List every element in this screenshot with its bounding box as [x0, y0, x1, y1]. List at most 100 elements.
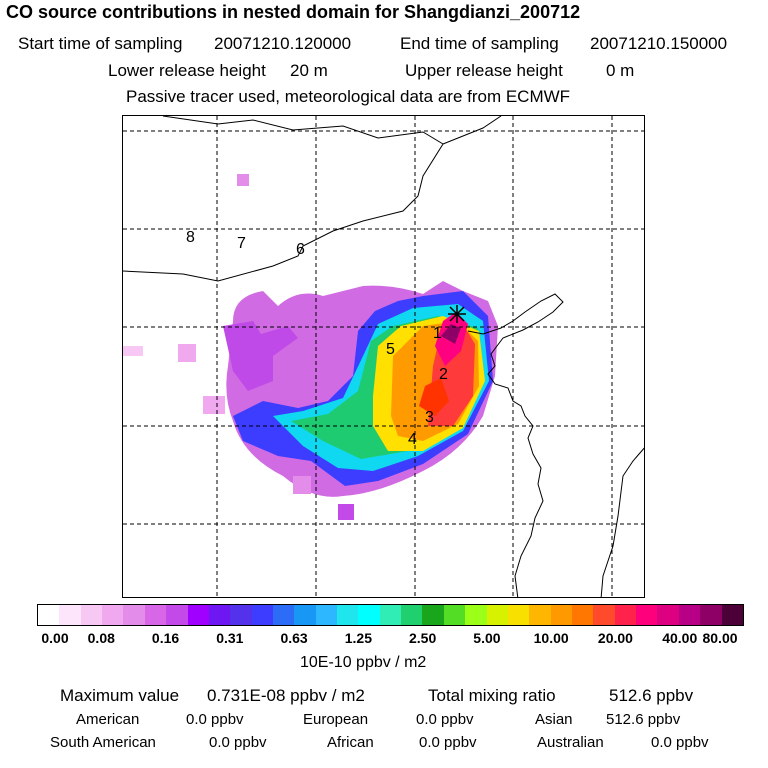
- end-time-label: End time of sampling: [400, 34, 559, 53]
- region-label-4: 4: [408, 431, 417, 448]
- lower-release-value: 20 m: [290, 61, 328, 80]
- total-mixing-label: Total mixing ratio: [428, 686, 556, 705]
- tracer-note: Passive tracer used, meteorological data…: [126, 87, 571, 106]
- african-label: African: [327, 734, 374, 751]
- asian-label: Asian: [535, 711, 573, 728]
- colorbar-swatch: [529, 605, 551, 625]
- colorbar-swatch: [571, 605, 594, 625]
- colorbar-tick-label: 1.25: [344, 630, 372, 646]
- asian-value: 512.6 ppbv: [606, 711, 681, 728]
- upper-release-label: Upper release height: [405, 61, 563, 80]
- colorbar-swatch: [230, 605, 252, 625]
- coastlines: [123, 116, 644, 597]
- colorbar-tick-label: 80.00: [702, 630, 738, 646]
- african-value: 0.0 ppbv: [419, 734, 477, 751]
- border-line: [600, 447, 644, 597]
- colorbar-swatch: [657, 605, 679, 625]
- concentration-field: [123, 174, 498, 520]
- colorbar-swatch: [166, 605, 188, 625]
- colorbar-swatch: [465, 605, 487, 625]
- colorbar-swatch: [315, 605, 338, 625]
- region-label-3: 3: [425, 409, 434, 426]
- colorbar-swatch: [379, 605, 402, 625]
- max-value-label: Maximum value: [60, 686, 180, 705]
- region-label-6: 6: [296, 241, 305, 258]
- colorbar-swatch: [678, 605, 701, 625]
- region-label-5: 5: [386, 341, 395, 358]
- south-american-value: 0.0 ppbv: [209, 734, 267, 751]
- colorbar-tick-label: 0.31: [216, 630, 244, 646]
- australian-value: 0.0 ppbv: [651, 734, 709, 751]
- colorbar-swatch: [358, 605, 380, 625]
- colorbar-swatch: [614, 605, 637, 625]
- lower-release-label: Lower release height: [108, 61, 266, 80]
- colorbar-swatch: [80, 605, 103, 625]
- colorbar-swatch: [102, 605, 124, 625]
- map-panel: 1 2 3 4 5 6 7 8: [122, 115, 645, 598]
- colorbar-tick-label: 10.00: [533, 630, 569, 646]
- colorbar-swatch: [208, 605, 231, 625]
- colorbar-swatch: [636, 605, 658, 625]
- australian-label: Australian: [537, 734, 604, 751]
- colorbar-swatch: [272, 605, 295, 625]
- colorbar-swatch: [700, 605, 722, 625]
- map-svg: 1 2 3 4 5 6 7 8: [123, 116, 644, 597]
- border-line: [442, 116, 502, 145]
- colorbar-swatch: [144, 605, 167, 625]
- asterisk-icon: [448, 305, 466, 323]
- colorbar-swatch: [721, 605, 743, 625]
- colorbar-swatch: [251, 605, 273, 625]
- graticule: [123, 116, 644, 597]
- field-hotspot: [419, 378, 449, 416]
- colorbar-swatch: [550, 605, 572, 625]
- colorbar-tick-label: 0.08: [87, 630, 115, 646]
- colorbar-tick-label: 0.16: [151, 630, 180, 646]
- field-patch: [338, 504, 354, 520]
- colorbar-swatch: [443, 605, 466, 625]
- colorbar-swatch: [422, 605, 444, 625]
- colorbar: [37, 604, 744, 626]
- european-label: European: [303, 711, 369, 728]
- colorbar-tick-label: 0.00: [41, 630, 69, 646]
- colorbar-swatch: [337, 605, 359, 625]
- border-line: [123, 116, 444, 282]
- field-patch: [123, 346, 143, 356]
- colorbar-swatch: [59, 605, 81, 625]
- chart-title: CO source contributions in nested domain…: [6, 2, 581, 22]
- colorbar-tick-label: 2.50: [409, 630, 437, 646]
- field-core: [441, 324, 461, 344]
- end-time-value: 20071210.150000: [590, 34, 728, 53]
- colorbar-swatch: [401, 605, 423, 625]
- colorbar-swatch: [294, 605, 316, 625]
- colorbar-tick-label: 40.00: [662, 630, 698, 646]
- max-value: 0.731E-08 ppbv / m2: [207, 686, 365, 705]
- field-patch: [203, 396, 225, 414]
- total-mixing-value: 512.6 ppbv: [609, 686, 694, 705]
- region-label-1: 1: [433, 325, 442, 342]
- colorbar-swatch: [507, 605, 530, 625]
- european-value: 0.0 ppbv: [416, 711, 474, 728]
- colorbar-swatch: [187, 605, 209, 625]
- colorbar-swatch: [593, 605, 615, 625]
- region-label-7: 7: [237, 235, 246, 252]
- region-label-8: 8: [186, 229, 195, 246]
- colorbar-swatch: [38, 605, 60, 625]
- start-time-value: 20071210.120000: [214, 34, 352, 53]
- colorbar-tick-label: 5.00: [473, 630, 501, 646]
- region-label-2: 2: [439, 366, 448, 383]
- field-violet: [223, 321, 298, 391]
- colorbar-swatch: [486, 605, 508, 625]
- colorbar-tick-label: 20.00: [597, 630, 633, 646]
- colorbar-tick-label: 0.63: [280, 630, 308, 646]
- upper-release-value: 0 m: [606, 61, 635, 80]
- start-time-label: Start time of sampling: [18, 34, 183, 53]
- american-label: American: [76, 711, 140, 728]
- coast-line: [467, 293, 564, 597]
- south-american-label: South American: [50, 734, 156, 751]
- field-patch: [293, 476, 311, 494]
- colorbar-swatch: [123, 605, 145, 625]
- field-patch: [237, 174, 249, 186]
- american-value: 0.0 ppbv: [186, 711, 244, 728]
- colorbar-unit: 10E-10 ppbv / m2: [300, 654, 427, 671]
- field-patch: [178, 344, 196, 362]
